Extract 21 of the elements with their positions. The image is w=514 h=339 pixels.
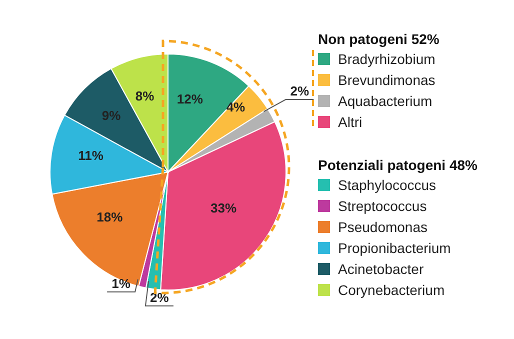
data-label: 1% bbox=[112, 276, 131, 291]
text: Non patogeni 52% bbox=[318, 30, 440, 48]
legend-label: Streptococcus bbox=[338, 198, 427, 214]
data-label: 33% bbox=[210, 200, 237, 216]
data-label: 2% bbox=[290, 84, 310, 99]
legend-label: Bradyrhizobium bbox=[338, 50, 436, 66]
legend-label: Propionibacterium bbox=[338, 240, 451, 256]
legend-label: Brevundimonas bbox=[338, 72, 436, 88]
data-label: 9% bbox=[102, 108, 122, 123]
legend-label: Corynebacterium bbox=[338, 282, 445, 298]
data-label: 11% bbox=[78, 148, 104, 164]
legend-label: Staphylococcus bbox=[338, 176, 436, 192]
data-label: 18% bbox=[96, 210, 124, 225]
legend-label: Aquabacterium bbox=[338, 92, 432, 108]
data-label: 12% bbox=[176, 91, 204, 106]
legend-label: Acinetobacter bbox=[338, 260, 424, 276]
legend-label: Altri bbox=[338, 114, 362, 130]
text: Potenziali patogeni 48% bbox=[318, 156, 478, 174]
data-label: 8% bbox=[135, 88, 155, 104]
data-label: 2% bbox=[150, 290, 170, 305]
legend-label: Pseudomonas bbox=[338, 218, 428, 234]
